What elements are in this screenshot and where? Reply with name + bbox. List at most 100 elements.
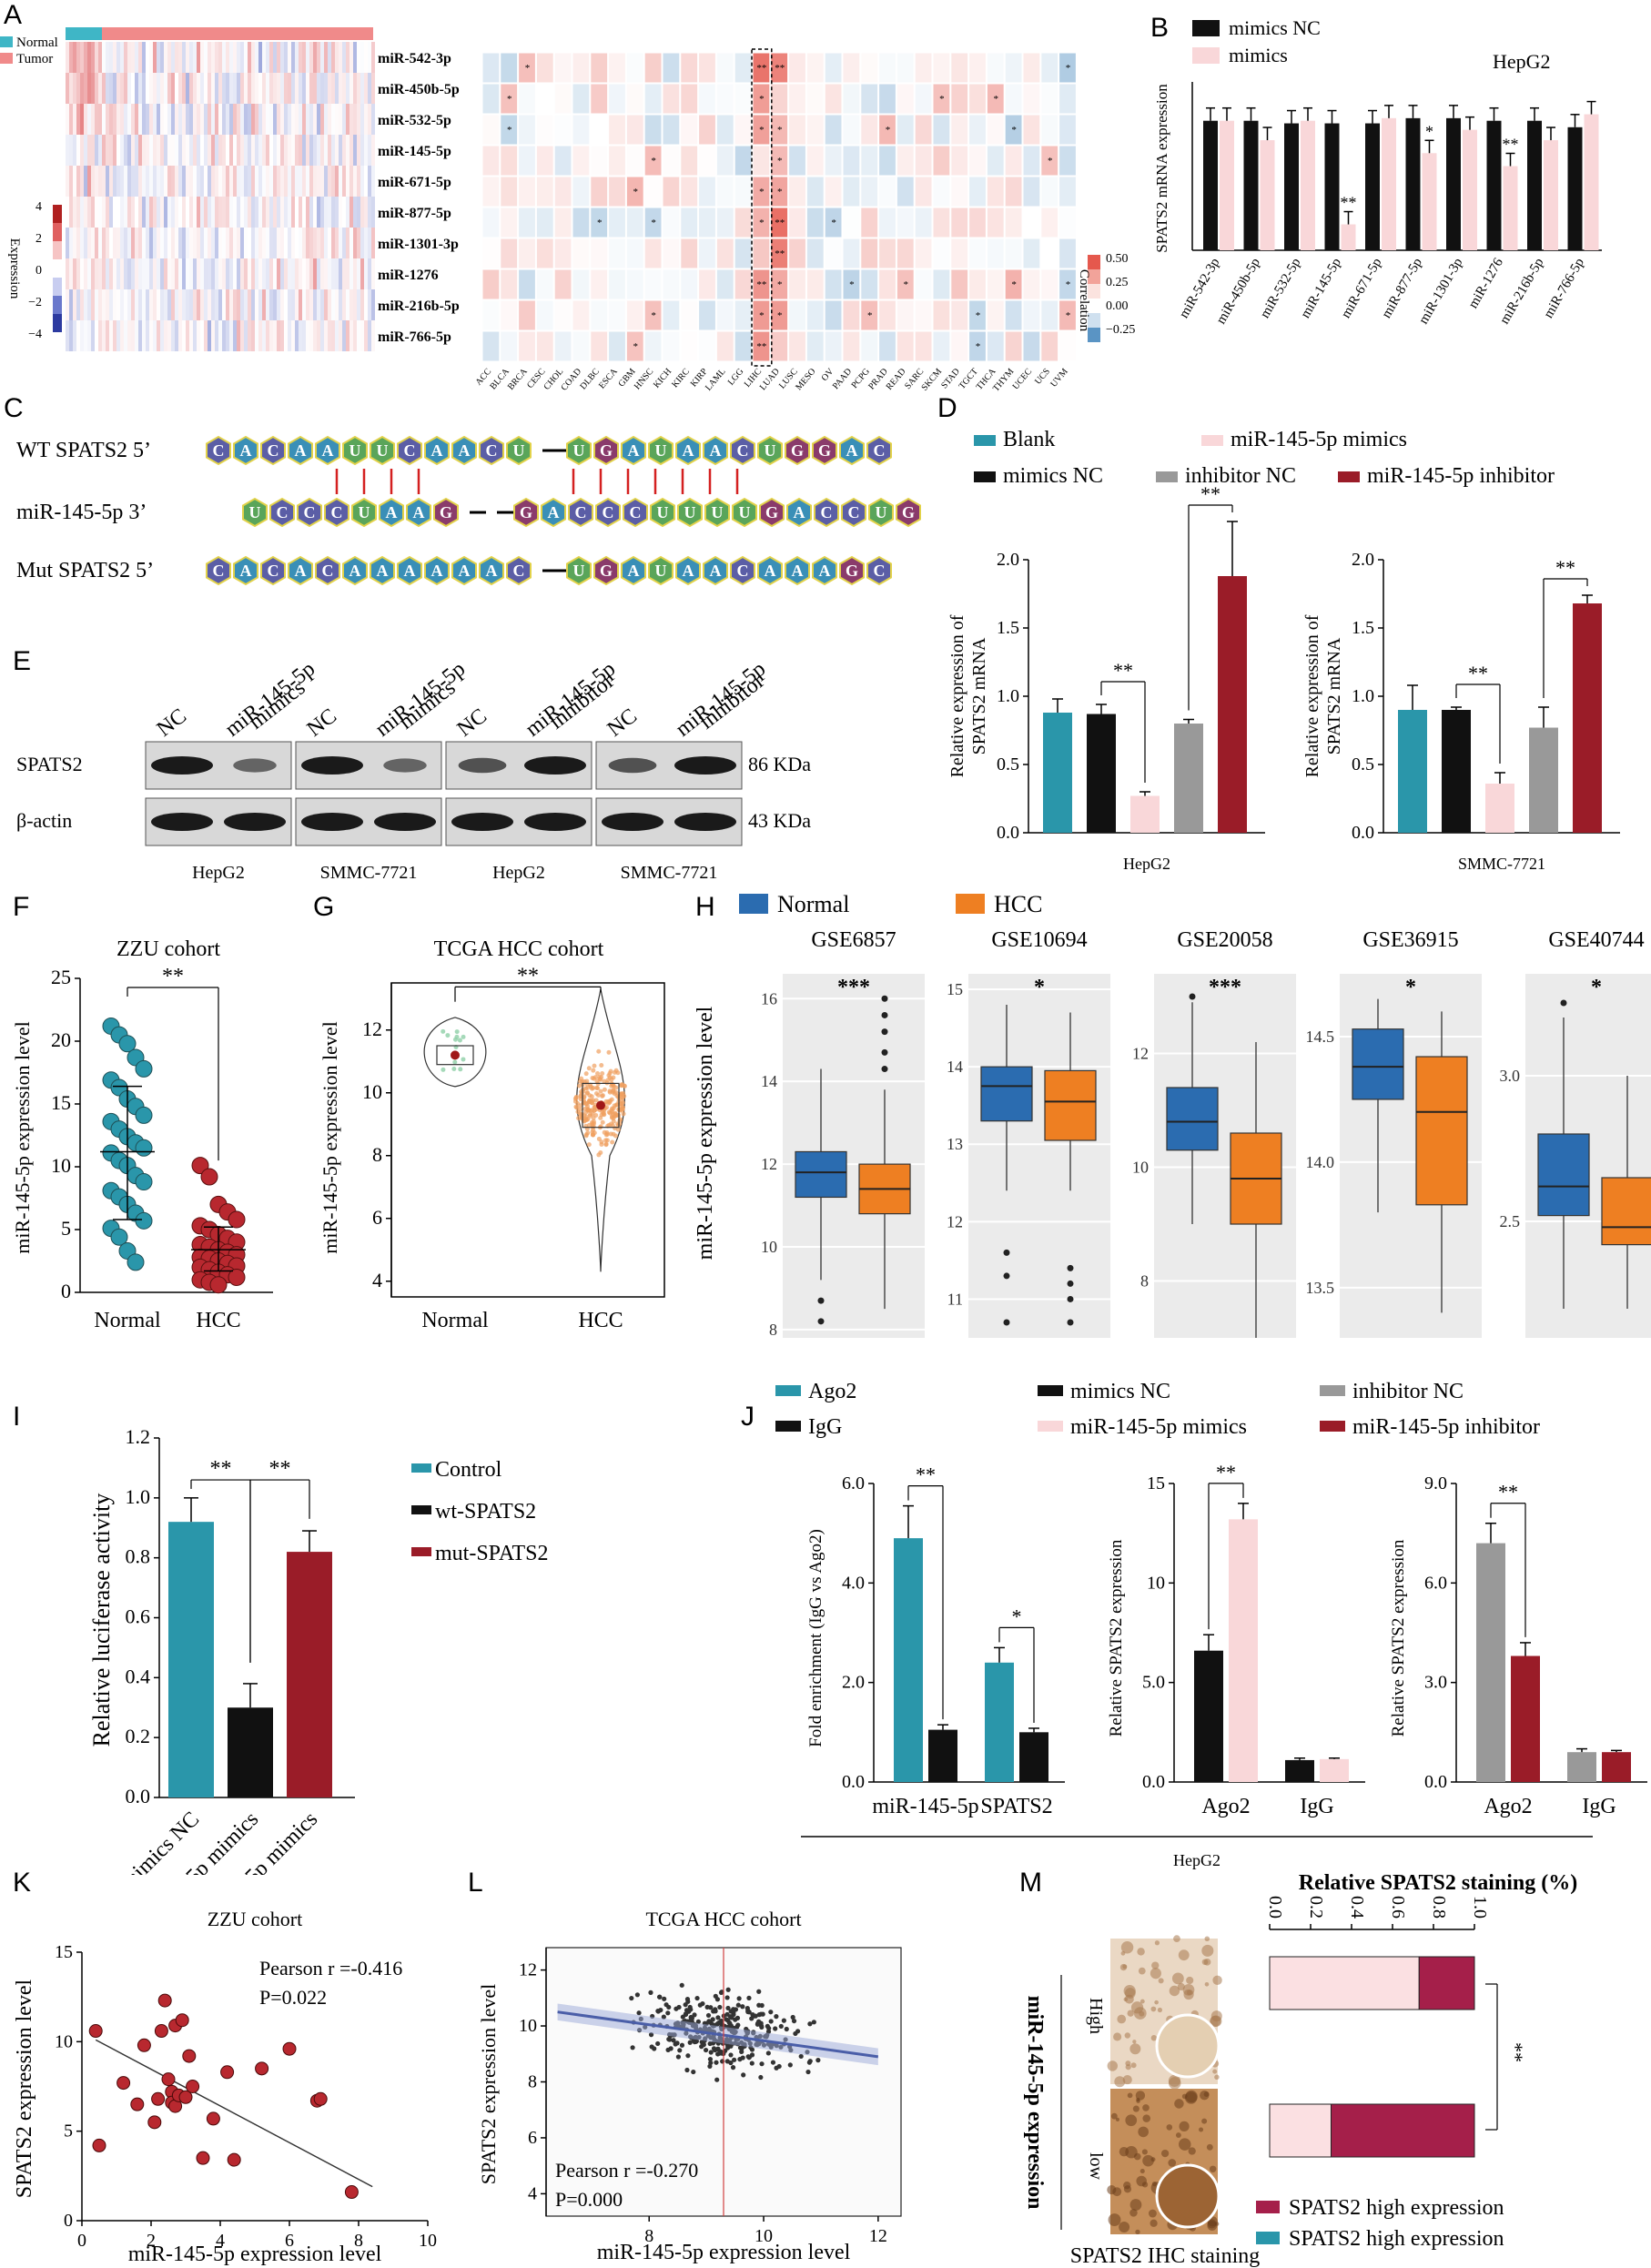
- expression-cell: [102, 197, 106, 228]
- correlation-cell: [805, 330, 825, 362]
- correlation-cell: [535, 238, 554, 269]
- correlation-cell: [860, 176, 879, 208]
- expression-cell: [277, 42, 280, 73]
- expression-bar: [1087, 714, 1116, 833]
- expression-cell: [331, 73, 335, 104]
- expression-cell: [306, 289, 309, 320]
- expression-cell: [87, 197, 91, 228]
- correlation-point: [196, 2151, 210, 2165]
- expression-cell: [164, 228, 167, 258]
- expression-cell: [258, 104, 262, 135]
- category-tick-label: miR-145-5p: [1298, 256, 1344, 321]
- correlation-heatmap: * ** ** ** * * ** * * * ** * ** * ** * * ** ***** * * * * ** * * *…: [474, 48, 1135, 391]
- expression-cell: [299, 42, 302, 73]
- expression-cell: [135, 73, 138, 104]
- expression-cell: [204, 197, 208, 228]
- sequence-row-label: WT SPATS2 5’: [16, 439, 151, 462]
- expression-cell: [349, 73, 353, 104]
- expression-cell: [91, 258, 95, 289]
- correlation-point: [791, 2018, 797, 2024]
- ihc-stain-spot: [1110, 2112, 1118, 2120]
- correlation-cell: [608, 83, 626, 115]
- y-tick-label: 10: [1132, 1159, 1149, 1177]
- expression-cell: [157, 289, 160, 320]
- expression-cell: [211, 258, 215, 289]
- correlation-significance: *: [777, 279, 783, 290]
- correlation-point: [733, 2007, 739, 2012]
- expression-cell: [306, 258, 309, 289]
- correlation-cell: [1004, 145, 1023, 177]
- expression-cell: [248, 320, 251, 351]
- expression-cell: [175, 197, 178, 228]
- correlation-cell: [500, 114, 519, 146]
- correlation-point: [774, 2013, 779, 2020]
- expression-cell: [299, 73, 302, 104]
- correlation-cell: [590, 268, 609, 300]
- correlation-cell: [608, 330, 626, 362]
- correlation-cell: [986, 145, 1005, 177]
- expression-cell: [113, 73, 116, 104]
- ihc-stain-spot: [1125, 2114, 1138, 2127]
- nucleotide-hexagon: [342, 435, 368, 466]
- group-label: IgG: [1300, 1795, 1333, 1818]
- normal-point: [118, 1035, 137, 1053]
- expression-cell: [313, 228, 317, 258]
- nucleotide-letter: G: [600, 441, 613, 460]
- hcc-jitter-point: [602, 1078, 607, 1084]
- correlation-point: [175, 2013, 189, 2028]
- expression-cell: [255, 258, 258, 289]
- mimics-bar: [1341, 224, 1356, 250]
- expression-cell: [208, 166, 211, 197]
- expression-cell: [233, 104, 237, 135]
- correlation-cell: [625, 299, 644, 331]
- expression-cell: [262, 135, 266, 166]
- correlation-cell: [986, 52, 1005, 84]
- expression-cell: [237, 104, 240, 135]
- y-axis-label: miR-145-5p expression level: [319, 1021, 341, 1253]
- correlation-cell: [715, 238, 734, 269]
- expression-cell: [240, 42, 244, 73]
- f-y-tick-label: 15: [51, 1091, 71, 1114]
- j-y-tick-label: 0.0: [1142, 1772, 1165, 1792]
- expression-cell: [251, 228, 255, 258]
- expression-cell: [98, 228, 102, 258]
- expression-cell: [299, 289, 302, 320]
- nucleotide-hexagon: [866, 555, 892, 586]
- expression-cell: [266, 73, 269, 104]
- correlation-cell: [1058, 330, 1077, 362]
- correlation-point: [806, 2060, 812, 2065]
- expression-cell: [364, 258, 368, 289]
- expression-cell: [153, 42, 157, 73]
- correlation-cell: [932, 330, 951, 362]
- correlation-cell: [914, 145, 933, 177]
- correlation-cell: [1004, 114, 1023, 146]
- correlation-point: [793, 2030, 798, 2037]
- expression-cell: [269, 73, 273, 104]
- correlation-cell: [572, 299, 591, 331]
- hcc-jitter-point: [615, 1070, 621, 1076]
- correlation-cell: [518, 145, 536, 177]
- y-tick-label: 10: [761, 1238, 777, 1256]
- panel-h-letter: H: [695, 892, 715, 922]
- correlation-point: [161, 2072, 176, 2087]
- cell-line-label: SMMC-7721: [1458, 855, 1545, 873]
- expression-cell: [320, 320, 324, 351]
- expression-cell: [229, 258, 233, 289]
- mimics-bar: [1503, 166, 1518, 250]
- correlation-key-block: [1088, 255, 1100, 269]
- outlier-point: [1067, 1280, 1074, 1287]
- panel-b-letter: B: [1150, 13, 1170, 43]
- protein-band: [608, 757, 657, 774]
- correlation-cell: [535, 299, 554, 331]
- expression-cell: [273, 135, 277, 166]
- expression-cell: [73, 42, 76, 73]
- expression-cell: [167, 104, 171, 135]
- protein-band: [383, 758, 427, 773]
- expression-cell: [73, 258, 76, 289]
- correlation-cell: [662, 238, 681, 269]
- expression-cell: [153, 228, 157, 258]
- tumor-annotation-bar: [102, 27, 373, 40]
- expression-cell: [215, 73, 218, 104]
- correlation-significance: *: [507, 125, 512, 136]
- expression-cell: [244, 42, 248, 73]
